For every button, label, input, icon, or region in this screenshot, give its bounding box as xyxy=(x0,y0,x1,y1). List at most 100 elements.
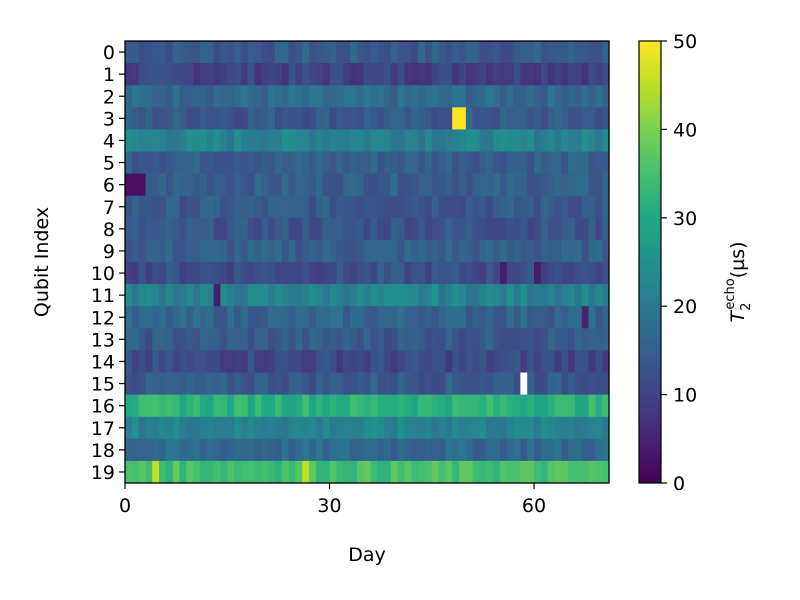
heatmap-cell xyxy=(472,460,481,484)
heatmap-cell xyxy=(234,438,242,462)
heatmap-cell xyxy=(438,460,446,484)
heatmap-cell xyxy=(595,195,603,219)
heatmap-cell xyxy=(268,394,276,418)
heatmap-cell xyxy=(418,239,426,263)
heatmap-cell xyxy=(329,306,337,329)
heatmap-cell xyxy=(227,328,235,351)
heatmap-cell xyxy=(145,63,153,86)
heatmap-cell xyxy=(445,151,453,174)
heatmap-cell xyxy=(438,284,446,307)
heatmap-cell xyxy=(465,217,474,241)
heatmap-cell xyxy=(199,239,208,263)
heatmap-cell xyxy=(602,151,610,174)
heatmap-cell xyxy=(343,416,351,440)
heatmap-cell xyxy=(390,41,399,64)
heatmap-cell xyxy=(370,460,378,484)
heatmap-cell xyxy=(377,85,385,108)
heatmap-cell xyxy=(499,438,508,462)
heatmap-cell xyxy=(349,239,358,263)
heatmap-cell xyxy=(568,372,576,395)
heatmap-cell xyxy=(302,460,310,484)
heatmap-cell xyxy=(131,328,140,351)
heatmap-cell xyxy=(281,438,290,462)
heatmap-cell xyxy=(595,41,603,64)
heatmap-cell xyxy=(261,63,269,86)
heatmap-cell xyxy=(165,195,174,219)
heatmap-cell xyxy=(261,151,269,174)
heatmap-cell xyxy=(268,262,276,285)
heatmap-cell xyxy=(411,394,419,418)
heatmap-cell xyxy=(581,195,590,219)
heatmap-cell xyxy=(540,173,549,197)
heatmap-cell xyxy=(172,41,181,64)
heatmap-cell xyxy=(581,151,590,174)
heatmap-cell xyxy=(418,438,426,462)
heatmap-cell xyxy=(295,394,303,418)
heatmap-cell xyxy=(472,328,481,351)
heatmap-cell xyxy=(424,438,433,462)
heatmap-cell xyxy=(131,173,140,197)
heatmap-cell xyxy=(234,350,242,373)
heatmap-cell xyxy=(172,284,181,307)
heatmap-cell xyxy=(390,107,399,130)
heatmap-cell xyxy=(309,41,317,64)
heatmap-cell xyxy=(479,372,487,395)
heatmap-cell xyxy=(227,284,235,307)
heatmap-cell xyxy=(418,85,426,108)
heatmap-cell xyxy=(397,63,406,86)
heatmap-cell xyxy=(411,438,419,462)
colorbar-tick-label: 20 xyxy=(673,296,697,318)
heatmap-cell xyxy=(336,195,344,219)
heatmap-cell xyxy=(561,284,569,307)
heatmap-cell xyxy=(254,394,262,418)
heatmap-cell xyxy=(172,394,181,418)
heatmap-cell xyxy=(240,173,249,197)
heatmap-cell xyxy=(125,328,133,351)
heatmap-cell xyxy=(363,416,372,440)
heatmap-cell xyxy=(397,284,406,307)
heatmap-cell xyxy=(261,350,269,373)
heatmap-cell xyxy=(527,195,535,219)
heatmap-cell xyxy=(554,217,562,241)
heatmap-cell xyxy=(499,372,508,395)
heatmap-cell xyxy=(363,262,372,285)
heatmap-cell xyxy=(397,372,406,395)
heatmap-cell xyxy=(343,262,351,285)
heatmap-cell xyxy=(554,328,562,351)
heatmap-cell xyxy=(349,438,358,462)
heatmap-cell xyxy=(281,107,290,130)
heatmap-cell xyxy=(540,394,549,418)
heatmap-cell xyxy=(193,85,201,108)
heatmap-cell xyxy=(554,151,562,174)
heatmap-cell xyxy=(534,284,542,307)
heatmap-cell xyxy=(445,460,453,484)
heatmap-cell xyxy=(234,284,242,307)
heatmap-cell xyxy=(370,372,378,395)
heatmap-cell xyxy=(172,217,181,241)
heatmap-cell xyxy=(172,195,181,219)
heatmap-cell xyxy=(125,350,133,373)
heatmap-cell xyxy=(418,372,426,395)
heatmap-cell xyxy=(322,328,331,351)
heatmap-cell xyxy=(547,306,556,329)
heatmap-cell xyxy=(193,394,201,418)
heatmap-cell xyxy=(438,195,446,219)
heatmap-cell xyxy=(574,151,583,174)
heatmap-cell xyxy=(431,438,440,462)
heatmap-cell xyxy=(227,151,235,174)
heatmap-cell xyxy=(240,306,249,329)
heatmap-cell xyxy=(588,85,596,108)
heatmap-cell xyxy=(179,306,187,329)
heatmap-cell xyxy=(431,63,440,86)
heatmap-cell xyxy=(499,460,508,484)
heatmap-cell xyxy=(227,416,235,440)
heatmap-cell xyxy=(165,173,174,197)
heatmap-cell xyxy=(329,85,337,108)
heatmap-cell xyxy=(322,372,331,395)
heatmap-cell xyxy=(336,394,344,418)
heatmap-cell xyxy=(281,151,290,174)
heatmap-cell xyxy=(199,195,208,219)
heatmap-cell xyxy=(199,173,208,197)
heatmap-cell xyxy=(179,438,187,462)
heatmap-cell xyxy=(152,438,160,462)
